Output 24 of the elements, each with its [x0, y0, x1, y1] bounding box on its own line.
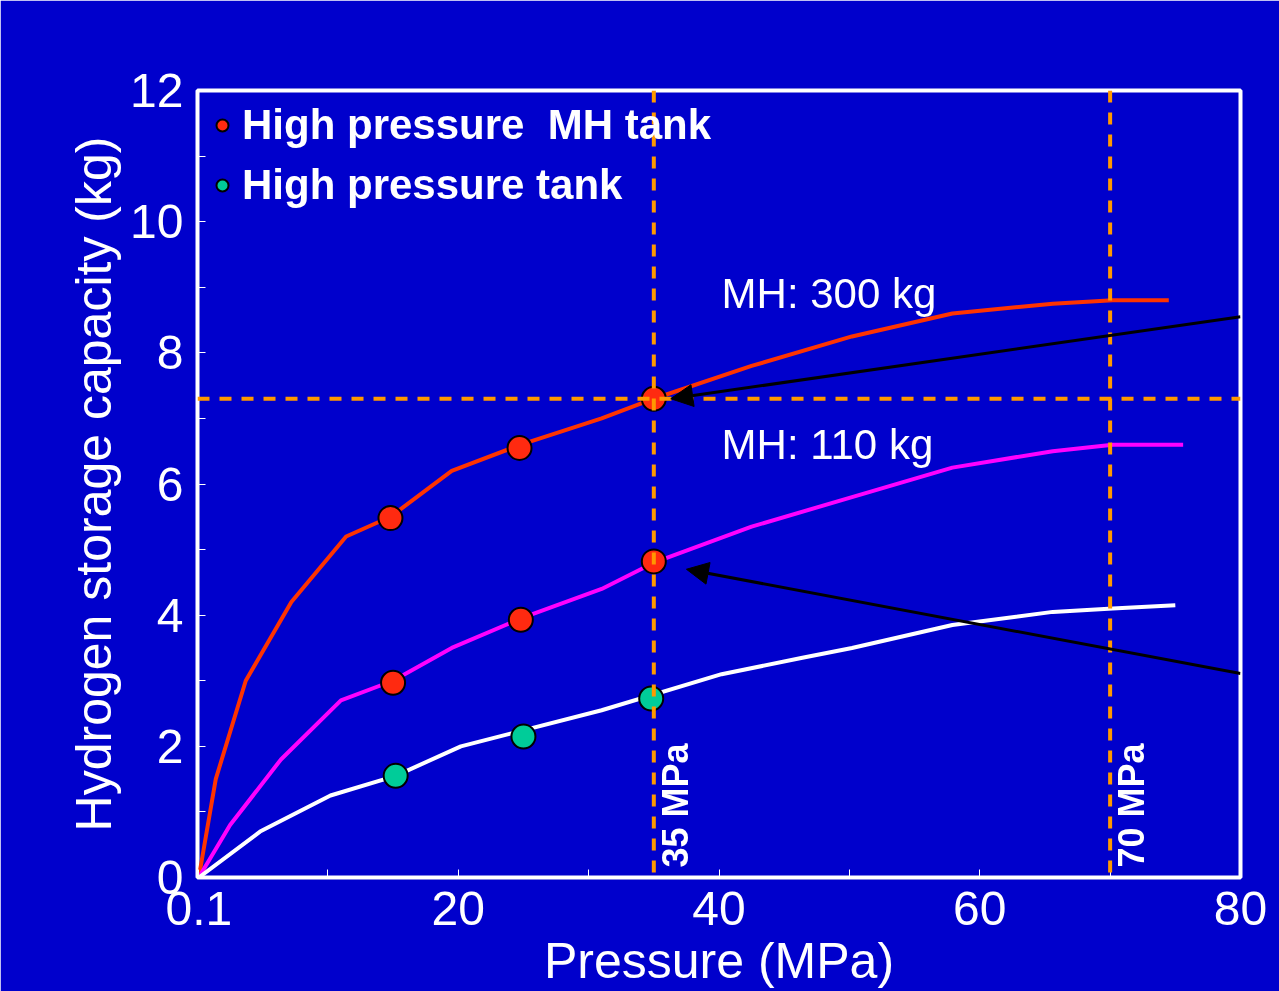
y-tick-label: 6 [156, 457, 184, 511]
annotation: MH: 300 kg [721, 270, 937, 318]
point [510, 723, 537, 750]
y-tick-label: 4 [156, 588, 184, 642]
point [377, 505, 404, 532]
x-tick-label: 60 [953, 881, 1007, 935]
legend-label: High pressure MH tank [242, 100, 712, 150]
y-tick-label: 12 [130, 64, 184, 117]
ref-line-label: 35 MPa [654, 742, 696, 868]
y-tick-label: 10 [130, 195, 184, 249]
ref-line-label: 70 MPa [1111, 742, 1153, 868]
x-axis-title: Pressure (MPa) [543, 932, 895, 989]
x-tick-label: 40 [692, 881, 746, 935]
legend-label: High pressure tank [242, 160, 623, 210]
point [382, 762, 409, 789]
point [380, 669, 407, 696]
x-tick-label: 20 [431, 881, 485, 935]
x-tick-label: 80 [1213, 881, 1268, 935]
y-tick-label: 8 [156, 326, 184, 380]
y-axis-title: Hydrogen storage capacity (kg) [66, 136, 123, 832]
point [506, 434, 533, 461]
point [507, 606, 534, 633]
annotation: MH: 110 kg [721, 421, 934, 469]
y-tick-label: 2 [156, 719, 184, 773]
